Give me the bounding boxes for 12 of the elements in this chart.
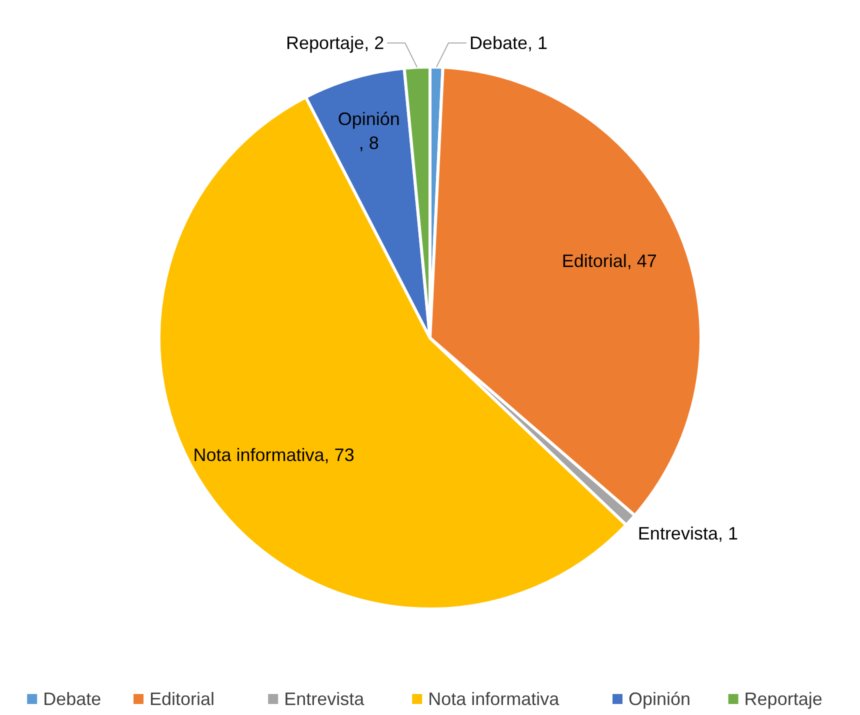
data-label: Debate, 1 xyxy=(469,33,548,53)
data-label: Entrevista, 1 xyxy=(638,524,738,544)
legend-label: Opinión xyxy=(628,689,691,709)
legend-label: Nota informativa xyxy=(428,689,560,709)
legend-label: Reportaje xyxy=(744,689,822,709)
data-label: Nota informativa, 73 xyxy=(193,444,354,465)
legend-label: Debate xyxy=(43,689,102,709)
legend-label: Entrevista xyxy=(284,689,366,709)
data-label: Opinión, 8 xyxy=(338,108,400,153)
data-label: Editorial, 47 xyxy=(562,251,657,272)
legend-label: Editorial xyxy=(150,689,215,709)
data-label: Reportaje, 2 xyxy=(286,33,384,53)
